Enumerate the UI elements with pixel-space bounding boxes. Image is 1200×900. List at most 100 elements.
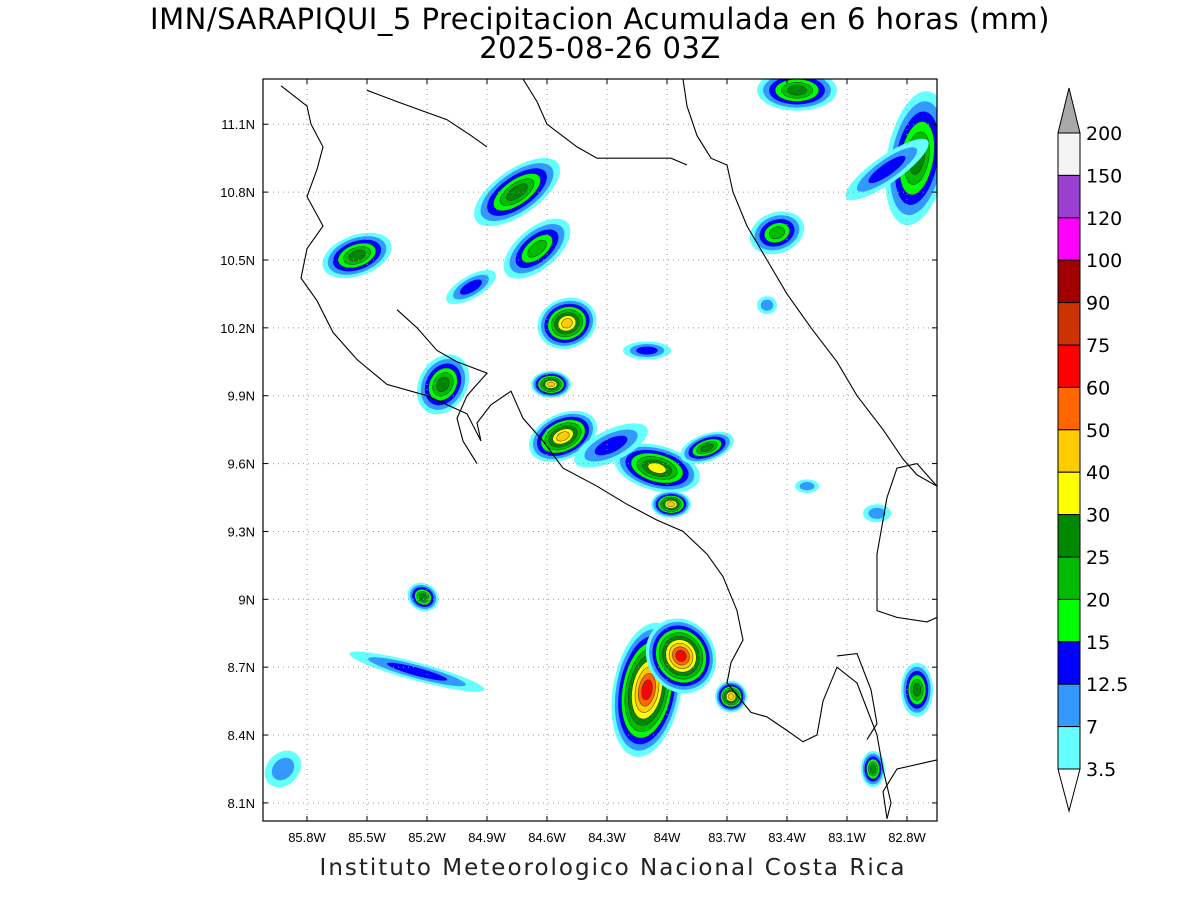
precip-cell (407, 582, 439, 612)
colorbar-swatch (1057, 386, 1081, 431)
colorbar-label: 25 (1086, 547, 1110, 569)
x-tick-label: 84.6W (528, 830, 566, 845)
colorbar-swatch (1057, 174, 1081, 219)
precip-cell (861, 750, 885, 788)
precip-cell (474, 157, 560, 227)
colorbar-top-arrow (1057, 87, 1081, 134)
coastline (522, 79, 688, 166)
colorbar-legend: 200 150 120 100 90 75 60 50 40 30 25 20 15 12.5 7 3.5 (1057, 87, 1128, 813)
colorbar-swatch (1057, 598, 1081, 643)
x-tick-label: 83.1W (828, 830, 866, 845)
precip-cell (645, 618, 717, 694)
y-tick-label: 9.3N (228, 524, 255, 539)
precip-cell (537, 297, 597, 349)
colorbar-label: 100 (1086, 250, 1122, 272)
x-tick-label: 85.5W (348, 830, 386, 845)
colorbar-label: 75 (1086, 335, 1110, 357)
x-tick-label: 84W (654, 830, 681, 845)
precip-contour-40 (547, 381, 555, 388)
precip-contour-7 (271, 757, 295, 781)
graticule-grid (263, 79, 937, 821)
colorbar-swatch (1057, 217, 1081, 261)
precip-contour-12_5 (459, 279, 483, 295)
colorbar-swatch (1057, 514, 1081, 558)
colorbar-label: 60 (1086, 377, 1110, 399)
precip-cell (349, 651, 485, 692)
precip-cell (863, 504, 891, 523)
coastline (876, 462, 937, 623)
precip-contour-12_5 (386, 662, 448, 681)
precip-contour-12_5 (868, 155, 906, 184)
colorbar-swatch (1057, 259, 1081, 304)
precip-cell (531, 370, 571, 398)
colorbar-swatch (1057, 132, 1081, 176)
colorbar-label: 90 (1086, 293, 1110, 315)
coastline (882, 759, 937, 819)
x-tick-label: 85.8W (288, 830, 326, 845)
colorbar-swatch (1057, 556, 1081, 600)
y-tick-label: 8.7N (228, 660, 255, 675)
precip-cell (795, 479, 819, 494)
precip-contour-25 (436, 376, 450, 392)
precip-contour-7 (799, 482, 815, 491)
colorbar-label: 20 (1086, 589, 1110, 611)
colorbar-swatch (1057, 471, 1081, 516)
coastlines-borders (280, 79, 937, 819)
precip-cell (757, 296, 777, 315)
precip-cell (574, 423, 648, 468)
precip-contour-60 (641, 679, 653, 701)
map-frame (262, 78, 938, 822)
colorbar-swatch (1057, 726, 1081, 770)
y-tick-label: 9.6N (228, 457, 255, 472)
colorbar-label: 7 (1086, 717, 1098, 739)
colorbar-label: 200 (1086, 123, 1122, 145)
colorbar-swatch (1057, 683, 1081, 728)
coastline (836, 653, 878, 740)
precip-cell (503, 218, 571, 279)
y-tick-label: 10.2N (220, 321, 255, 336)
axis-ticks: 85.8W 85.5W 85.2W 84.9W 84.6W 84.3W 84W 83.7W 83… (220, 79, 937, 845)
chart-title: IMN/SARAPIQUI_5 Precipitacion Acumulada … (150, 2, 1050, 36)
precip-contour-25 (912, 682, 922, 697)
precip-cell (680, 431, 734, 464)
y-tick-label: 9N (238, 592, 255, 607)
precipitation-field (264, 79, 937, 788)
y-tick-label: 10.5N (220, 253, 255, 268)
precip-contour-7 (760, 299, 774, 311)
precip-cell (614, 443, 700, 493)
coastline (682, 79, 937, 487)
colorbar-swatch (1057, 641, 1081, 685)
precip-contour-25 (506, 183, 528, 201)
x-tick-label: 83.7W (708, 830, 746, 845)
y-tick-label: 10.8N (220, 185, 255, 200)
colorbar-swatch (1057, 429, 1081, 473)
precip-contour-25 (787, 85, 807, 96)
colorbar-label: 3.5 (1086, 759, 1116, 781)
precip-cell (749, 211, 805, 255)
precip-cell (901, 662, 933, 717)
colorbar-label: 15 (1086, 632, 1110, 654)
footer-credit: Instituto Meteorologico Nacional Costa R… (319, 855, 907, 881)
coastline (396, 309, 488, 464)
colorbar-label: 12.5 (1086, 674, 1128, 696)
x-tick-label: 84.3W (588, 830, 626, 845)
colorbar-label: 40 (1086, 462, 1110, 484)
x-tick-label: 83.4W (768, 830, 806, 845)
precip-contour-20 (527, 239, 547, 258)
precip-cell (264, 750, 302, 788)
precip-cell (623, 341, 671, 360)
colorbar-label: 50 (1086, 420, 1110, 442)
precip-contour-60 (675, 650, 687, 662)
x-tick-label: 84.9W (468, 830, 506, 845)
y-tick-label: 9.9N (228, 389, 255, 404)
precip-contour-12_5 (636, 346, 658, 355)
precip-cell (416, 354, 470, 415)
chart-subtitle-datetime: 2025-08-26 03Z (479, 31, 721, 65)
precip-contour-7 (868, 507, 886, 519)
precip-contour-40 (667, 501, 675, 508)
x-tick-label: 82.8W (888, 830, 926, 845)
coastline (280, 85, 892, 819)
colorbar-label: 30 (1086, 505, 1110, 527)
precip-contour-40 (727, 693, 735, 700)
